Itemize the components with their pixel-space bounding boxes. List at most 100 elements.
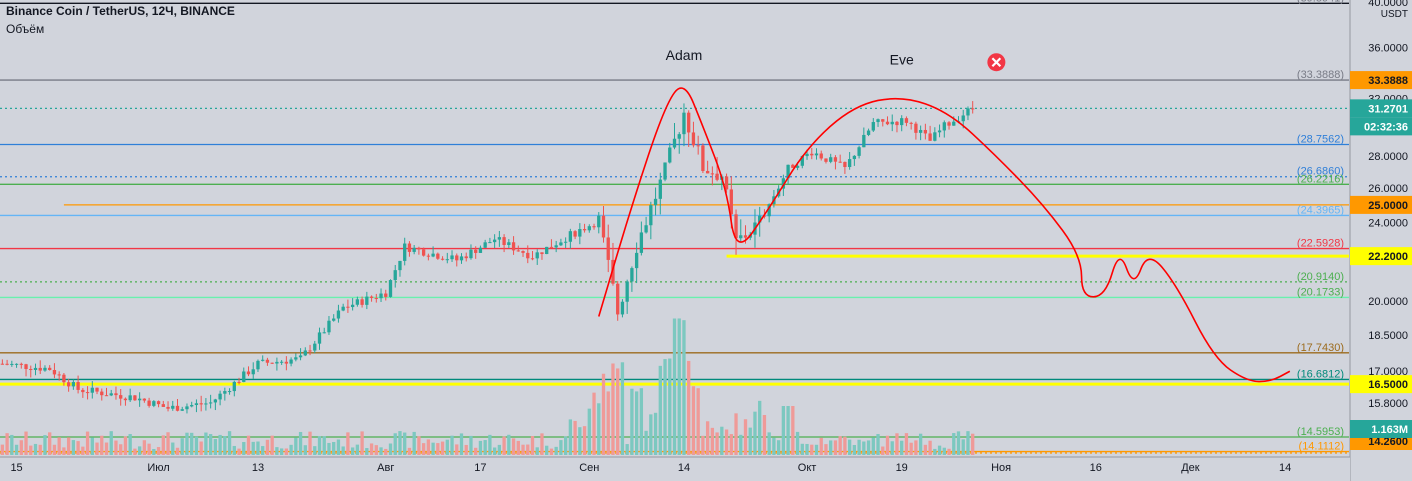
candle-body — [327, 320, 331, 333]
volume-bar — [365, 448, 369, 455]
candle-body — [852, 155, 857, 160]
candle-body — [663, 162, 667, 180]
volume-bar — [833, 440, 838, 455]
volume-bar — [19, 440, 23, 455]
volume-bar — [166, 432, 170, 455]
volume-bar — [753, 411, 757, 455]
time-axis-tick-label: 19 — [896, 462, 908, 474]
adam-label[interactable]: Adam — [666, 47, 703, 63]
candle-body — [677, 134, 681, 139]
volume-bar — [687, 360, 691, 455]
candle-body — [332, 318, 336, 321]
volume-bar — [199, 441, 203, 455]
level-price-label: (20.9140) — [1297, 271, 1344, 283]
candle-body — [682, 112, 686, 135]
candle-body — [171, 405, 175, 409]
level-price-label: (22.5928) — [1297, 238, 1344, 250]
candle-body — [582, 229, 587, 231]
volume-bar — [672, 318, 677, 455]
volume-bar — [147, 443, 151, 455]
projection-drawing[interactable] — [598, 87, 1291, 383]
volume-bar — [881, 446, 885, 455]
volume-bar — [360, 431, 364, 455]
volume-bar — [421, 443, 426, 455]
candle-body — [464, 256, 468, 259]
volume-bar — [336, 439, 341, 455]
candle-body — [213, 399, 218, 403]
candle-body — [62, 374, 66, 383]
candle-body — [767, 204, 771, 217]
volume-bar — [620, 362, 625, 455]
volume-bar — [762, 415, 767, 455]
price-axis-badge-text: 25.0000 — [1368, 200, 1408, 212]
candle-body — [781, 178, 786, 189]
candle-body — [270, 362, 274, 364]
volume-badge-text: 1.163M — [1371, 424, 1408, 436]
candle-body — [866, 130, 871, 135]
volume-bar — [928, 440, 932, 455]
candle-body — [502, 237, 506, 245]
volume-bar — [578, 427, 582, 455]
volume-bar — [824, 444, 828, 455]
candle-body — [942, 122, 946, 131]
price-axis-badge-text: 31.2701 — [1368, 103, 1408, 115]
volume-bar — [956, 431, 961, 455]
candle-body — [232, 381, 236, 392]
volume-bar — [914, 440, 918, 455]
chart-title: Binance Coin / TetherUS, 12Ч, BINANCE — [6, 4, 235, 18]
volume-bar — [180, 438, 184, 455]
volume-bar — [568, 419, 573, 455]
volume-bar — [573, 420, 577, 455]
candle-body — [256, 360, 260, 370]
candle-body — [440, 258, 445, 260]
volume-bar — [535, 447, 539, 455]
volume-bar — [426, 439, 431, 455]
candle-body — [474, 249, 478, 253]
candle-body — [795, 165, 800, 168]
volume-badge — [1350, 420, 1412, 438]
candle-body — [710, 173, 715, 175]
volume-bar — [900, 440, 904, 455]
candle-body — [696, 145, 700, 147]
candle-body — [284, 361, 289, 364]
level-price-label: (28.7562) — [1297, 134, 1344, 146]
volume-bar — [279, 448, 284, 455]
volume-bar — [474, 447, 478, 455]
volume-bar — [431, 442, 435, 455]
volume-bar — [862, 441, 866, 455]
volume-bar — [156, 447, 161, 455]
volume-bar — [876, 434, 880, 455]
time-axis-tick-label: 15 — [10, 462, 22, 474]
candle-body — [876, 119, 880, 123]
candle-body — [611, 259, 615, 284]
candle-body — [559, 242, 563, 246]
volume-bar — [587, 408, 591, 455]
volume-bar — [33, 443, 38, 455]
volume-bar — [171, 442, 175, 455]
candle-body — [469, 249, 473, 259]
time-axis-tick-label: 17 — [474, 462, 486, 474]
volume-bar — [800, 443, 804, 455]
volume-bar — [114, 440, 118, 455]
volume-bar — [563, 436, 568, 455]
candle-body — [545, 246, 549, 255]
candle-body — [810, 153, 814, 156]
volume-bar — [208, 434, 213, 455]
candle-body — [616, 283, 620, 315]
volume-bar — [715, 432, 719, 455]
candle-body — [715, 173, 719, 180]
volume-bar — [601, 373, 606, 455]
candle-body — [630, 268, 634, 282]
level-price-label: (14.1112) — [1299, 441, 1344, 453]
volume-bar — [909, 442, 913, 455]
candle-body — [833, 157, 838, 162]
candle-body — [180, 409, 184, 411]
candle-body — [847, 159, 852, 168]
level-price-label: (14.5953) — [1297, 426, 1344, 438]
volume-bar — [204, 432, 208, 455]
eve-label[interactable]: Eve — [890, 52, 914, 68]
volume-bar — [937, 445, 942, 455]
candle-body — [431, 253, 435, 257]
